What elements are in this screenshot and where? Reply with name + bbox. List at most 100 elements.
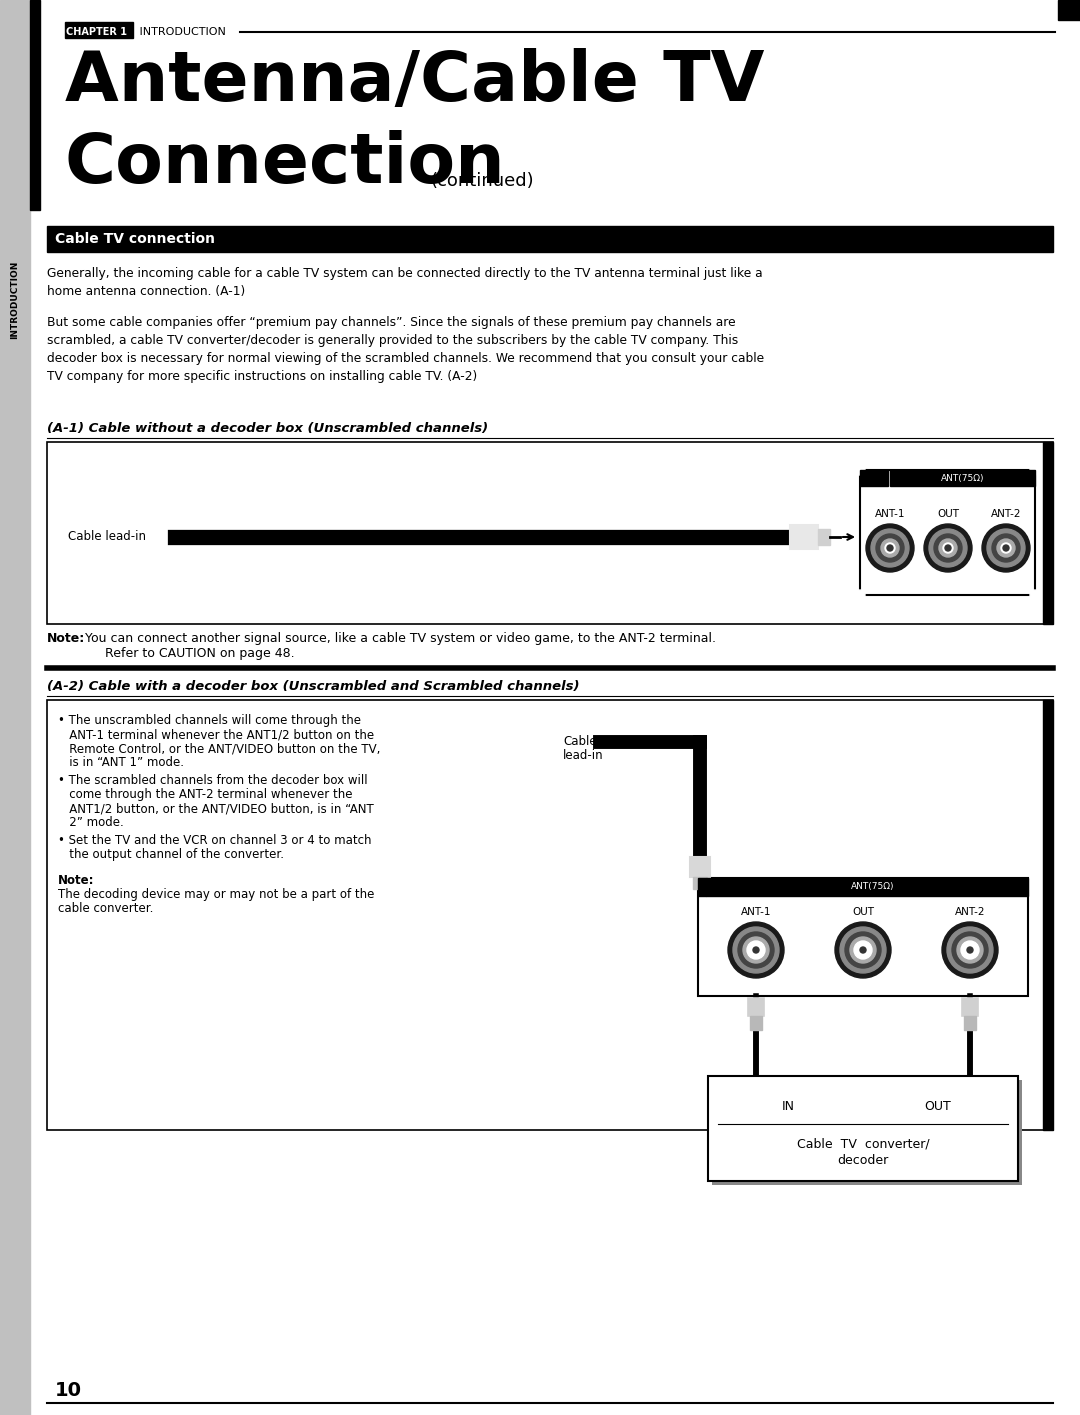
Text: But some cable companies offer “premium pay channels”. Since the signals of thes: But some cable companies offer “premium … bbox=[48, 316, 765, 383]
Text: INTRODUCTION: INTRODUCTION bbox=[136, 27, 226, 37]
Bar bbox=[860, 470, 888, 485]
Text: You can connect another signal source, like a cable TV system or video game, to : You can connect another signal source, l… bbox=[81, 633, 716, 645]
Bar bbox=[48, 700, 1053, 1131]
Bar bbox=[860, 470, 1035, 594]
Bar bbox=[890, 470, 1035, 485]
Circle shape bbox=[993, 533, 1020, 562]
Text: is in “ANT 1” mode.: is in “ANT 1” mode. bbox=[58, 756, 184, 768]
Text: Cable  TV  converter/: Cable TV converter/ bbox=[797, 1138, 929, 1150]
Circle shape bbox=[753, 947, 759, 952]
Bar bbox=[1058, 0, 1080, 20]
Text: ANT-2: ANT-2 bbox=[955, 907, 985, 917]
Circle shape bbox=[876, 533, 904, 562]
Text: come through the ANT-2 terminal whenever the: come through the ANT-2 terminal whenever… bbox=[58, 788, 352, 801]
Text: Cable TV connection: Cable TV connection bbox=[55, 232, 215, 246]
Text: • Set the TV and the VCR on channel 3 or 4 to match: • Set the TV and the VCR on channel 3 or… bbox=[58, 833, 372, 848]
Text: Cable: Cable bbox=[563, 734, 596, 749]
Circle shape bbox=[945, 545, 951, 550]
Circle shape bbox=[951, 932, 988, 968]
Text: ANT(75Ω): ANT(75Ω) bbox=[941, 474, 984, 483]
Circle shape bbox=[835, 923, 891, 978]
Text: ANT-2: ANT-2 bbox=[990, 509, 1022, 519]
Bar bbox=[693, 877, 707, 889]
Circle shape bbox=[728, 923, 784, 978]
Text: OUT: OUT bbox=[852, 907, 874, 917]
Bar bbox=[50, 226, 235, 250]
Circle shape bbox=[860, 947, 866, 952]
Text: Antenna/Cable TV: Antenna/Cable TV bbox=[65, 48, 765, 115]
Text: INTRODUCTION: INTRODUCTION bbox=[11, 260, 19, 340]
Text: ANT(75Ω): ANT(75Ω) bbox=[851, 883, 894, 891]
Bar bbox=[962, 998, 978, 1016]
Text: • The scrambled channels from the decoder box will: • The scrambled channels from the decode… bbox=[58, 774, 367, 787]
Bar bbox=[712, 1080, 1022, 1184]
Circle shape bbox=[929, 529, 967, 567]
Circle shape bbox=[1030, 466, 1040, 475]
Circle shape bbox=[855, 466, 865, 475]
Circle shape bbox=[957, 937, 983, 964]
Text: cable converter.: cable converter. bbox=[58, 901, 153, 916]
Circle shape bbox=[854, 941, 872, 959]
Text: The decoding device may or may not be a part of the: The decoding device may or may not be a … bbox=[58, 889, 375, 901]
Bar bbox=[698, 877, 706, 896]
Circle shape bbox=[733, 927, 779, 974]
Circle shape bbox=[738, 932, 774, 968]
Bar bbox=[1043, 700, 1053, 1131]
Bar bbox=[748, 998, 764, 1016]
Bar bbox=[0, 0, 30, 1415]
Circle shape bbox=[743, 937, 769, 964]
Text: • The unscrambled channels will come through the: • The unscrambled channels will come thr… bbox=[58, 715, 361, 727]
Text: OUT: OUT bbox=[924, 1099, 951, 1112]
Circle shape bbox=[942, 923, 998, 978]
Text: (continued): (continued) bbox=[430, 173, 534, 190]
Text: Connection: Connection bbox=[65, 130, 505, 197]
Bar bbox=[1043, 441, 1053, 624]
Text: Note:: Note: bbox=[48, 633, 85, 645]
Text: 10: 10 bbox=[55, 1381, 82, 1399]
Circle shape bbox=[747, 941, 765, 959]
Circle shape bbox=[1003, 545, 1009, 550]
Circle shape bbox=[934, 533, 962, 562]
Text: ANT1/2 button, or the ANT/VIDEO button, is in “ANT: ANT1/2 button, or the ANT/VIDEO button, … bbox=[58, 802, 374, 815]
Circle shape bbox=[866, 524, 914, 572]
Bar bbox=[789, 525, 818, 549]
Text: (A-2) Cable with a decoder box (Unscrambled and Scrambled channels): (A-2) Cable with a decoder box (Unscramb… bbox=[48, 681, 580, 693]
Circle shape bbox=[881, 539, 899, 558]
Circle shape bbox=[939, 539, 957, 558]
Bar bbox=[750, 1016, 762, 1030]
Text: (A-1) Cable without a decoder box (Unscrambled channels): (A-1) Cable without a decoder box (Unscr… bbox=[48, 422, 488, 434]
Circle shape bbox=[850, 937, 876, 964]
Text: Generally, the incoming cable for a cable TV system can be connected directly to: Generally, the incoming cable for a cabl… bbox=[48, 267, 762, 299]
Circle shape bbox=[943, 543, 953, 553]
Circle shape bbox=[855, 590, 865, 600]
Circle shape bbox=[887, 545, 893, 550]
Circle shape bbox=[967, 947, 973, 952]
Circle shape bbox=[840, 927, 886, 974]
Circle shape bbox=[1030, 590, 1040, 600]
Text: ANT-1: ANT-1 bbox=[875, 509, 905, 519]
Text: OUT: OUT bbox=[937, 509, 959, 519]
Circle shape bbox=[982, 524, 1030, 572]
Text: the output channel of the converter.: the output channel of the converter. bbox=[58, 848, 284, 860]
Text: lead-in: lead-in bbox=[563, 749, 604, 763]
Bar bbox=[706, 877, 1028, 896]
Text: decoder: decoder bbox=[837, 1153, 889, 1166]
Circle shape bbox=[961, 941, 978, 959]
Circle shape bbox=[845, 932, 881, 968]
Text: Cable lead-in: Cable lead-in bbox=[68, 531, 146, 543]
Text: ANT-1: ANT-1 bbox=[741, 907, 771, 917]
Circle shape bbox=[947, 927, 993, 974]
Circle shape bbox=[870, 529, 909, 567]
Bar bbox=[65, 23, 133, 38]
Text: Remote Control, or the ANT/VIDEO button on the TV,: Remote Control, or the ANT/VIDEO button … bbox=[58, 741, 380, 756]
Bar bbox=[708, 1075, 1018, 1182]
Bar bbox=[698, 877, 1028, 996]
Bar bbox=[690, 857, 710, 877]
Bar bbox=[964, 1016, 976, 1030]
Bar bbox=[48, 441, 1053, 624]
Text: CHAPTER 1: CHAPTER 1 bbox=[66, 27, 127, 37]
Circle shape bbox=[997, 539, 1015, 558]
Circle shape bbox=[924, 524, 972, 572]
Bar bbox=[48, 226, 1053, 252]
Circle shape bbox=[987, 529, 1025, 567]
